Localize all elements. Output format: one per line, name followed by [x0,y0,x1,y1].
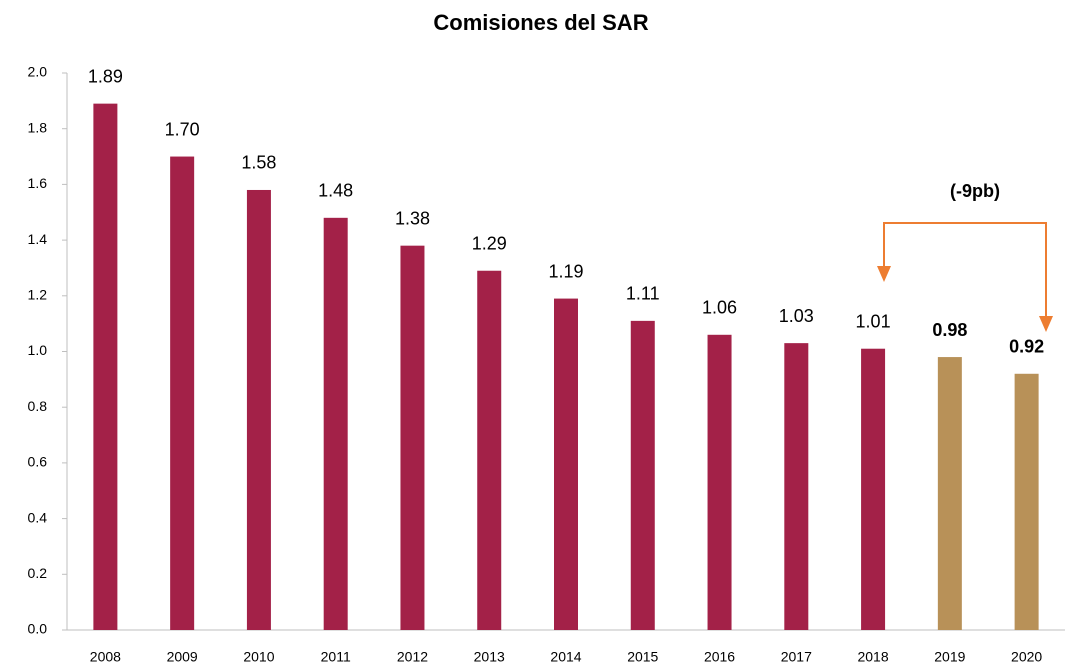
x-tick-label: 2015 [627,649,658,665]
y-tick-label: 1.8 [28,119,48,135]
x-tick-label: 2011 [321,649,351,665]
data-label: 1.06 [702,298,737,318]
bar [246,189,271,630]
data-label: 1.29 [472,233,507,253]
y-tick-label: 0.0 [28,621,48,637]
bar [630,320,655,630]
y-tick-label: 0.4 [28,509,48,525]
data-label: 1.01 [856,311,891,331]
annotation-arrow [883,222,1047,322]
bar [323,217,348,630]
bar [170,156,195,631]
bar [93,103,118,630]
data-label: 1.70 [165,119,200,139]
x-tick-label: 2008 [90,649,121,665]
arrow-head [1039,316,1053,332]
x-tick-label: 2016 [704,649,735,665]
data-label: 0.98 [932,320,967,340]
chart-title: Comisiones del SAR [433,10,648,35]
data-label: 1.89 [88,66,123,86]
x-tick-label: 2009 [167,649,198,665]
data-label: 1.19 [548,261,583,281]
x-tick-label: 2014 [550,649,581,665]
x-tick-label: 2010 [243,649,274,665]
x-tick-label: 2012 [397,649,428,665]
data-label: 1.48 [318,181,353,201]
data-label: 0.92 [1009,337,1044,357]
y-tick-label: 2.0 [28,64,48,80]
annotation: (-9pb) [950,181,1000,201]
x-tick-label: 2019 [934,649,965,665]
y-tick-label: 1.6 [28,175,48,191]
x-tick-label: 2017 [781,649,812,665]
bar [400,245,425,631]
bar [554,298,578,630]
x-tick-label: 2018 [857,649,888,665]
y-tick-label: 1.4 [28,231,48,247]
data-label: 1.58 [241,153,276,173]
data-label: 1.03 [779,306,814,326]
bar [784,343,809,630]
y-tick-label: 0.8 [28,398,48,414]
bar [937,357,962,630]
bar [1014,373,1039,630]
y-tick-label: 0.6 [28,454,48,470]
x-tick-label: 2020 [1011,649,1042,665]
arrow-head [877,266,891,282]
bar [477,270,502,630]
y-tick-label: 1.0 [28,342,48,358]
bar [861,348,886,630]
x-tick-label: 2013 [474,649,505,665]
data-label: 1.11 [626,284,660,304]
y-tick-label: 0.2 [28,565,48,581]
y-tick-label: 1.2 [28,287,48,303]
bar [707,334,732,630]
data-label: 1.38 [395,208,430,228]
